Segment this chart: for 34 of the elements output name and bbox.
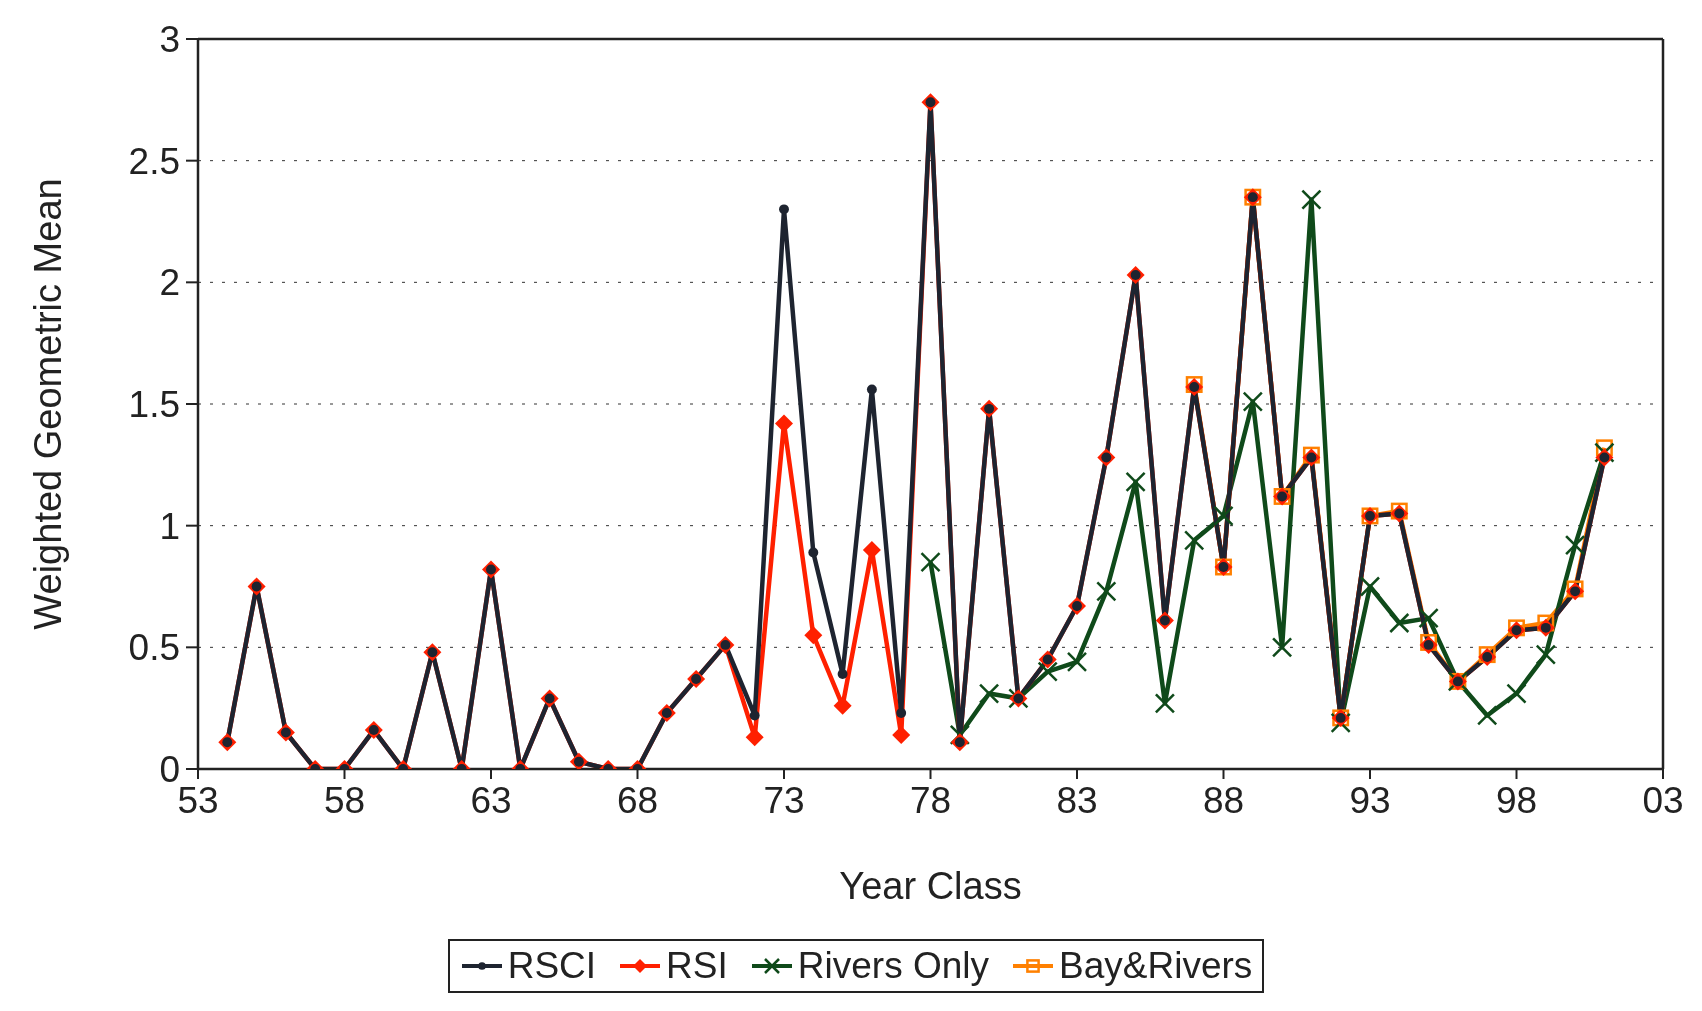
x-tick-label: 03 — [1642, 780, 1684, 822]
y-axis-title: Weighted Geometric Mean — [27, 178, 70, 630]
y-tick-label: 2 — [159, 262, 180, 304]
x-tick-label: 98 — [1495, 780, 1538, 822]
y-tick-label: 1.5 — [128, 384, 180, 426]
point — [866, 384, 877, 395]
point — [745, 728, 764, 747]
point — [808, 547, 819, 558]
point — [833, 696, 852, 715]
x-tick-label: 93 — [1349, 780, 1391, 822]
legend-label: Bay&Rivers — [1059, 945, 1253, 987]
legend-label: Rivers Only — [797, 945, 989, 987]
point — [1537, 614, 1555, 632]
legend-label: RSCI — [507, 945, 597, 987]
x-tick-label: 73 — [763, 780, 805, 822]
legend-label: RSI — [666, 945, 728, 987]
x-tick-label: 83 — [1056, 780, 1098, 822]
x-tick-label: 63 — [470, 780, 512, 822]
y-tick-label: 3 — [159, 19, 180, 61]
y-tick-label: 2.5 — [128, 140, 180, 182]
y-tick-label: 1 — [159, 505, 180, 547]
point — [749, 710, 760, 721]
x-axis-title: Year Class — [839, 865, 1022, 907]
x-tick-label: 88 — [1202, 780, 1245, 822]
x-tick-label: 53 — [177, 780, 219, 822]
point — [896, 708, 907, 718]
point — [837, 669, 848, 680]
x-tick-label: 68 — [616, 780, 659, 822]
point — [804, 626, 823, 645]
y-tick-label: 0 — [159, 749, 180, 791]
x-tick-label: 78 — [909, 780, 952, 822]
point — [779, 204, 789, 215]
x-tick-label: 58 — [323, 780, 366, 822]
y-tick-label: 0.5 — [128, 627, 180, 669]
